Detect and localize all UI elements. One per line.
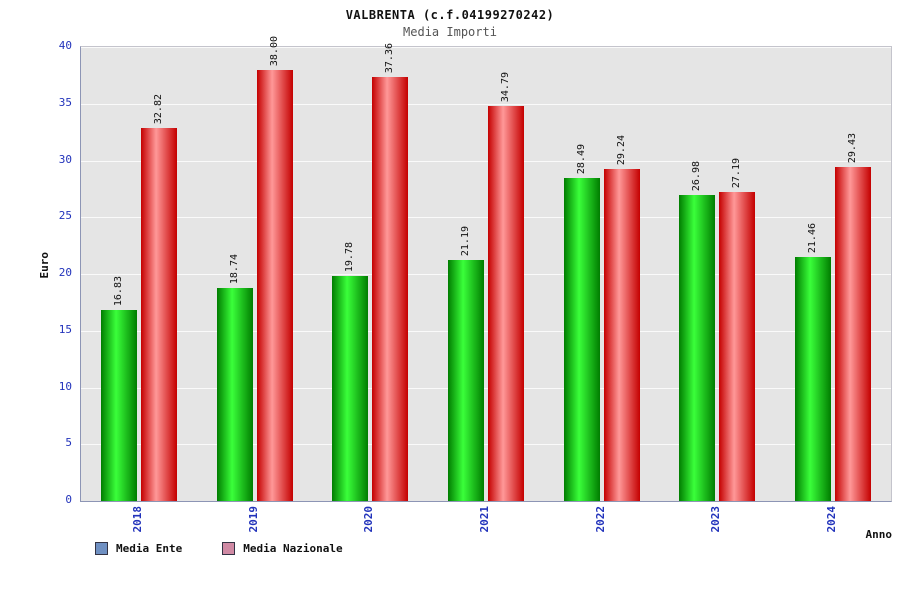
bar-value-label: 18.74 xyxy=(228,253,240,284)
bar-value-label: 32.82 xyxy=(152,93,164,124)
x-tick-label: 2022 xyxy=(593,506,607,533)
x-tick-label: 2019 xyxy=(246,506,260,533)
legend-swatch-media-ente xyxy=(95,542,108,555)
y-tick-label: 10 xyxy=(58,379,72,393)
bar-value-label: 38.00 xyxy=(268,35,280,66)
gridline xyxy=(81,47,891,48)
chart-subtitle: Media Importi xyxy=(403,25,497,39)
x-tick-label: 2018 xyxy=(130,506,144,533)
bar-media-ente-2019 xyxy=(216,288,253,501)
legend-label-media-ente: Media Ente xyxy=(116,542,183,555)
legend-label-media-nazionale: Media Nazionale xyxy=(243,542,343,555)
y-tick-label: 15 xyxy=(58,322,72,336)
gridline xyxy=(81,330,891,332)
y-tick-label: 30 xyxy=(58,152,72,166)
legend-item-media-ente: Media Ente xyxy=(95,542,182,555)
gridline xyxy=(81,103,891,105)
legend-swatch-media-nazionale xyxy=(222,542,236,555)
x-axis-title: Anno xyxy=(865,528,893,541)
y-tick-label: 40 xyxy=(58,39,72,52)
bar-value-label: 37.36 xyxy=(384,42,396,73)
bar-media-ente-2024 xyxy=(795,257,832,501)
bar-value-label: 21.46 xyxy=(807,222,819,253)
bar-value-label: 19.78 xyxy=(344,241,356,272)
bar-value-label: 21.19 xyxy=(460,225,471,256)
gridline xyxy=(81,274,891,275)
legend-item-media-nazionale: Media Nazionale xyxy=(222,542,343,555)
bar-media-ente-2022 xyxy=(563,178,600,501)
bar-media-nazionale-2020 xyxy=(372,77,409,501)
bar-value-label: 29.43 xyxy=(847,132,859,163)
bar-media-nazionale-2024 xyxy=(835,167,872,501)
bar-media-ente-2023 xyxy=(679,195,716,501)
legend: Media Ente Media Nazionale xyxy=(95,542,343,555)
gridline xyxy=(81,387,891,389)
bar-media-ente-2018 xyxy=(100,310,137,501)
gridline xyxy=(81,444,891,446)
y-tick-label: 5 xyxy=(65,436,72,450)
chart-title: VALBRENTA (c.f.04199270242) xyxy=(345,8,555,22)
bar-value-label: 27.19 xyxy=(731,157,743,188)
bar-media-nazionale-2019 xyxy=(256,70,293,501)
gridline xyxy=(81,160,891,162)
plot-area: 16.83 32.82 18.74 38.00 19.78 37.36 21.19 34.79… xyxy=(80,36,892,502)
y-tick-label: 35 xyxy=(58,95,72,109)
bar-value-label: 28.49 xyxy=(575,143,587,174)
bar-media-nazionale-2023 xyxy=(719,192,756,501)
bar-media-nazionale-2021 xyxy=(488,106,524,501)
bar-media-nazionale-2018 xyxy=(140,128,177,501)
bar-media-nazionale-2022 xyxy=(603,169,640,501)
x-tick-label: 2023 xyxy=(709,506,723,533)
y-tick-label: 25 xyxy=(58,209,72,223)
gridline xyxy=(81,217,891,219)
bar-value-label: 34.79 xyxy=(500,71,511,102)
bar-media-ente-2020 xyxy=(332,276,369,501)
y-tick-label: 0 xyxy=(65,493,72,506)
x-tick-label: 2020 xyxy=(362,506,376,533)
y-tick-label: 20 xyxy=(58,266,72,279)
x-tick-label: 2024 xyxy=(825,506,839,533)
x-tick-label: 2021 xyxy=(478,506,491,533)
bar-value-label: 26.98 xyxy=(691,160,703,191)
bar-value-label: 29.24 xyxy=(615,134,627,165)
bar-media-ente-2021 xyxy=(448,260,484,501)
bar-value-label: 16.83 xyxy=(112,275,124,306)
